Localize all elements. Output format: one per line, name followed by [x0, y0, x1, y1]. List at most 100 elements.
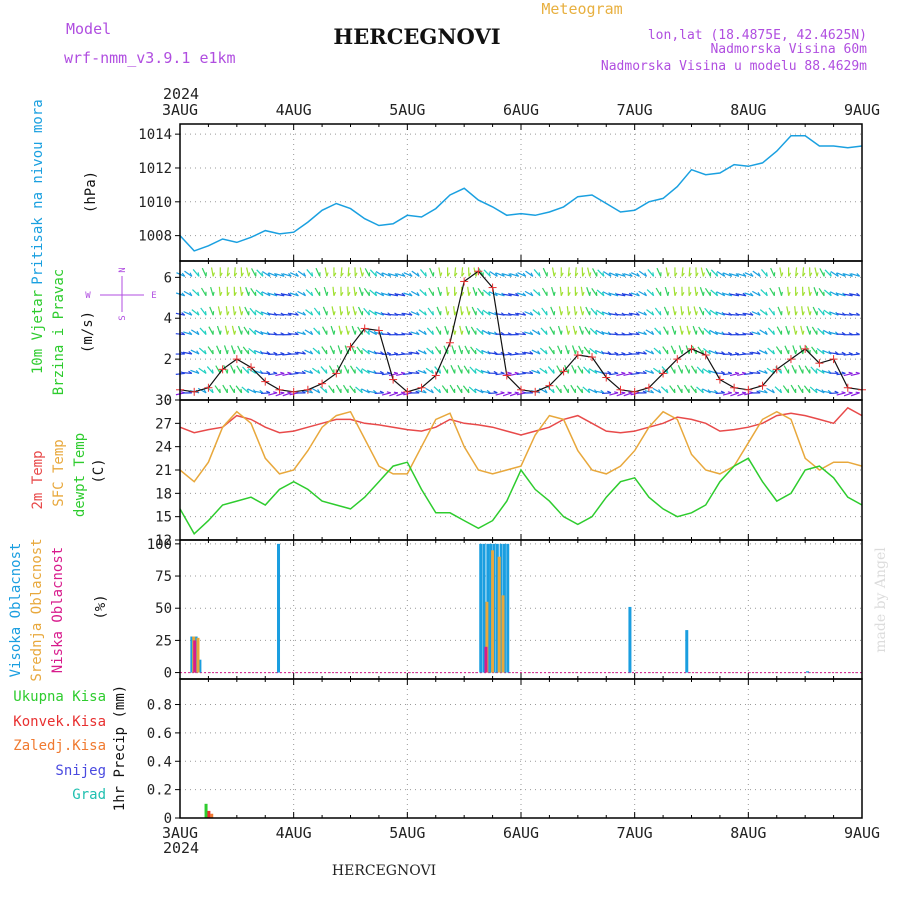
wind-arrow — [637, 372, 647, 375]
wind-arrow — [239, 286, 243, 296]
wind-arrow — [716, 271, 725, 277]
wind-arrow-head — [841, 391, 846, 394]
wind-arrow-head — [601, 291, 605, 296]
wind-arrow — [426, 347, 434, 355]
wind-arrow-head — [581, 388, 584, 393]
wind-arrow — [646, 289, 655, 297]
wind-arrow-head — [310, 311, 314, 316]
wind-arrow — [289, 333, 299, 336]
wind-arrow — [768, 307, 775, 316]
wind-arrow-head — [401, 273, 406, 277]
wind-arrow-head — [595, 330, 598, 335]
wind-arrow — [646, 309, 654, 316]
wind-arrow — [616, 372, 626, 377]
wind-arrow — [843, 353, 853, 356]
wind-arrow — [375, 271, 384, 277]
wind-arrow-head — [536, 370, 541, 374]
wind-arrow — [559, 286, 562, 296]
wind-arrow-head — [415, 390, 420, 394]
wind-arrow — [218, 286, 221, 296]
wind-arrow-head — [802, 330, 805, 335]
wind-arrow — [653, 347, 662, 355]
wind-arrow — [509, 293, 519, 297]
wind-arrow-head — [266, 390, 271, 394]
wind-arrow — [410, 331, 420, 336]
wind-arrow-head — [643, 350, 647, 355]
wind-arrow — [331, 306, 335, 316]
wind-arrow — [226, 267, 229, 277]
wind-arrow — [777, 306, 783, 316]
wind-arrow — [744, 312, 754, 316]
wind-arrow — [572, 325, 577, 335]
wind-arrow-head — [714, 389, 718, 394]
cloud-grid — [180, 540, 862, 679]
wind-arrow-head — [809, 272, 813, 277]
temperature-ytick-label: 30 — [155, 393, 172, 409]
wind-arrow — [337, 345, 342, 355]
wind-arrow — [775, 346, 782, 355]
wind-arrow — [509, 313, 519, 316]
wind-arrow — [645, 349, 654, 355]
wind-arrow — [564, 364, 569, 374]
wind-arrow-head — [488, 272, 491, 277]
wind-arrow — [237, 325, 243, 335]
wind-arrow-head — [318, 330, 321, 335]
wind-arrow — [336, 364, 342, 374]
wind-arrow — [730, 273, 740, 277]
wind-arrow-head — [246, 388, 250, 394]
cloud-ytick-label: 0 — [164, 666, 172, 682]
wind-arrow — [806, 325, 811, 335]
wind-arrow — [296, 372, 306, 375]
wind-arrow-head — [204, 350, 207, 355]
wind-arrow-head — [197, 272, 200, 277]
wind-arrow — [523, 372, 533, 375]
wind-arrow-head — [189, 292, 193, 297]
precip-frame — [179, 678, 863, 819]
wind-arrow-head — [522, 331, 527, 336]
wind-arrow — [403, 272, 413, 277]
wind-arrow — [475, 347, 484, 355]
wind-arrow — [710, 289, 718, 297]
wind-arrow-head — [374, 311, 378, 316]
wind-arrow-head — [594, 369, 598, 374]
wind-arrow-head — [587, 388, 591, 394]
wind-arrow — [630, 333, 640, 336]
wind-arrow — [477, 287, 484, 297]
wind-arrow — [233, 267, 236, 277]
wind-arrow — [564, 345, 569, 355]
wind-arrow-head — [188, 350, 193, 355]
wind-arrow — [671, 325, 676, 335]
temperature-series-0 — [179, 406, 863, 436]
wind-arrow-head — [771, 389, 775, 394]
wind-arrow — [456, 384, 463, 394]
wind-arrow — [282, 273, 292, 277]
wind-arrow-head — [233, 311, 237, 316]
wind-arrow-head — [416, 311, 420, 316]
wind-arrow — [704, 307, 711, 316]
wind-arrow — [580, 286, 584, 296]
wind-arrow — [381, 392, 391, 396]
temperature-series-1 — [179, 410, 863, 483]
wind-arrow-head — [295, 292, 299, 297]
wind-arrow — [436, 306, 442, 316]
wind-arrow — [758, 349, 768, 355]
wind-arrow-head — [196, 350, 200, 355]
wind-arrow-head — [241, 291, 244, 296]
wind-arrow — [282, 372, 292, 377]
wind-arrow-head — [333, 291, 337, 296]
wind-arrow — [443, 345, 449, 355]
cloud-bar-1 — [491, 550, 495, 673]
wind-arrow — [571, 365, 577, 374]
wind-arrow-head — [461, 330, 464, 335]
wind-arrow — [595, 350, 605, 355]
wind-arrow — [736, 313, 747, 316]
wind-arrow-head — [574, 349, 577, 355]
high-cloud-ylabel: Visoka Oblacnost — [8, 543, 24, 678]
wind-arrow-head — [642, 390, 647, 394]
temperature-ytick-label: 21 — [155, 463, 172, 479]
wind-arrow — [369, 289, 377, 297]
wind-arrow — [222, 384, 228, 394]
pressure-ylabel-unit: (hPa) — [83, 171, 99, 213]
wind-arrow-head — [545, 330, 548, 335]
wind-arrow — [396, 372, 406, 377]
